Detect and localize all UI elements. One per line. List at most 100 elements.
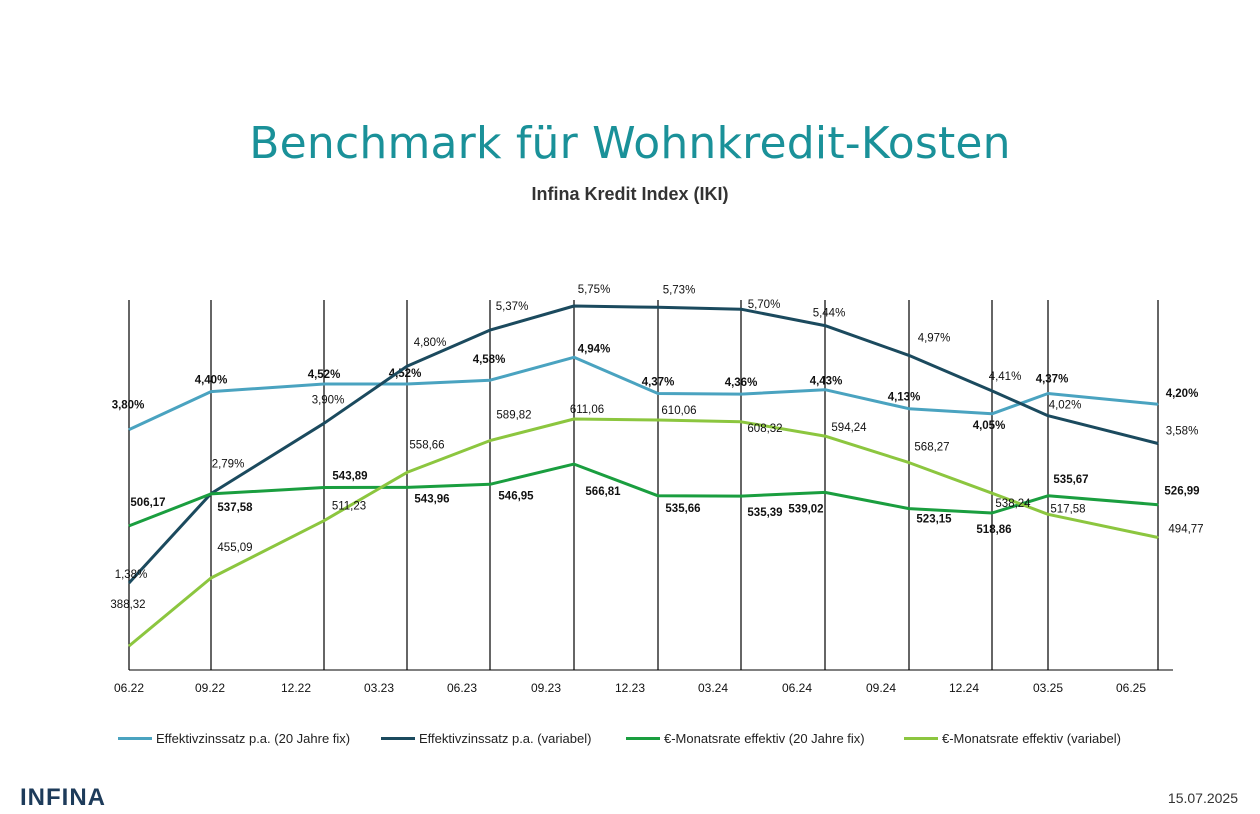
data-point-3-9 [908, 462, 910, 464]
data-label-1-0: 1,38% [115, 569, 148, 581]
data-point-2-3 [406, 486, 408, 488]
legend-label-var-payment: €-Monatsrate effektiv (variabel) [942, 731, 1121, 746]
data-point-2-2 [323, 487, 325, 488]
legend-item-var-payment: €-Monatsrate effektiv (variabel) [904, 731, 1121, 746]
data-label-3-11: 517,58 [1050, 503, 1085, 515]
data-point-2-4 [489, 483, 491, 485]
data-label-1-4: 5,37% [496, 301, 529, 313]
data-label-2-2: 543,89 [332, 471, 367, 483]
x-tick-label-9: 09.24 [866, 681, 896, 695]
report-date: 15.07.2025 [1167, 790, 1238, 806]
data-label-3-1: 455,09 [217, 542, 252, 554]
data-point-1-5 [573, 305, 575, 307]
data-point-0-1 [210, 391, 212, 393]
data-label-0-7: 4,36% [725, 377, 758, 389]
x-tick-label-6: 12.23 [615, 681, 645, 695]
data-label-3-9: 568,27 [914, 442, 949, 454]
data-label-0-10: 4,05% [973, 420, 1006, 432]
legend-item-var-rate: Effektivzinssatz p.a. (variabel) [381, 731, 591, 746]
series-line-2 [128, 462, 1159, 528]
x-tick-label-3: 03.23 [364, 681, 394, 695]
x-tick-label-11: 03.25 [1033, 681, 1063, 695]
data-point-2-1 [210, 493, 212, 495]
x-tick-label-7: 03.24 [698, 681, 728, 695]
data-label-0-3: 4,52% [389, 368, 422, 380]
data-label-2-10: 518,86 [976, 524, 1011, 536]
data-point-0-7 [740, 393, 742, 395]
data-label-1-11: 4,02% [1049, 400, 1082, 412]
data-point-0-5 [573, 356, 575, 358]
data-point-1-3 [406, 365, 408, 367]
data-label-3-5: 611,06 [570, 404, 604, 416]
data-label-2-9: 523,15 [916, 514, 952, 526]
data-label-0-5: 4,94% [578, 343, 611, 355]
data-point-0-2 [323, 383, 325, 385]
data-label-1-2: 3,90% [312, 394, 345, 406]
chart-subtitle: Infina Kredit Index (IKI) [531, 184, 729, 204]
x-tick-label-1: 09.22 [195, 681, 225, 695]
data-label-0-0: 3,80% [112, 400, 145, 412]
data-label-0-4: 4,58% [473, 354, 506, 366]
data-point-2-5 [573, 463, 575, 465]
x-tick-label-5: 09.23 [531, 681, 561, 695]
x-tick-label-10: 12.24 [949, 681, 979, 695]
data-point-3-5 [573, 418, 575, 420]
data-label-3-4: 589,82 [496, 410, 531, 422]
legend-swatch-fix-payment [626, 737, 660, 740]
data-label-2-4: 546,95 [498, 490, 534, 502]
legend-label-fix-payment: €-Monatsrate effektiv (20 Jahre fix) [664, 731, 865, 746]
data-label-2-7: 535,39 [747, 507, 782, 519]
data-point-0-9 [908, 408, 910, 410]
legend-swatch-var-payment [904, 737, 938, 740]
data-label-0-8: 4,43% [810, 376, 843, 388]
x-tick-label-0: 06.22 [114, 681, 144, 695]
data-label-3-3: 558,66 [409, 439, 444, 451]
data-point-2-0 [128, 525, 130, 527]
legend-label-var-rate: Effektivzinssatz p.a. (variabel) [419, 731, 592, 746]
data-point-3-8 [824, 435, 826, 437]
data-label-1-5: 5,75% [578, 284, 611, 296]
data-point-1-11 [1047, 415, 1049, 417]
data-point-3-2 [323, 520, 325, 522]
data-point-2-11 [1047, 495, 1049, 497]
data-label-2-1: 537,58 [217, 502, 253, 514]
data-label-1-6: 5,73% [663, 284, 696, 296]
data-point-2-9 [908, 508, 910, 510]
data-point-3-4 [489, 440, 491, 442]
data-label-2-12: 526,99 [1164, 486, 1199, 498]
data-point-2-10 [991, 512, 993, 514]
x-tick-label-2: 12.22 [281, 681, 311, 695]
data-label-2-6: 535,66 [665, 503, 700, 515]
data-point-1-9 [908, 354, 910, 356]
data-point-0-0 [128, 429, 130, 431]
data-label-3-0: 388,32 [110, 599, 145, 611]
data-label-1-12: 3,58% [1166, 426, 1199, 438]
data-point-0-4 [489, 379, 491, 381]
data-point-3-0 [128, 645, 130, 647]
x-tick-label-8: 06.24 [782, 681, 812, 695]
data-label-1-8: 5,44% [813, 308, 846, 320]
legend-swatch-var-rate [381, 737, 415, 740]
data-label-1-3: 4,80% [414, 337, 447, 349]
legend-item-fix-rate: Effektivzinssatz p.a. (20 Jahre fix) [118, 731, 350, 746]
data-label-1-1: 2,79% [212, 459, 245, 471]
data-point-0-10 [991, 413, 993, 415]
data-label-2-0: 506,17 [130, 497, 165, 509]
data-label-1-9: 4,97% [918, 332, 951, 344]
data-label-2-11: 535,67 [1053, 474, 1088, 486]
data-point-0-11 [1047, 393, 1049, 394]
data-label-3-2: 511,23 [332, 501, 366, 513]
data-label-2-5: 566,81 [585, 486, 621, 498]
data-point-1-4 [489, 329, 491, 331]
data-point-3-12 [1157, 537, 1159, 538]
data-point-2-7 [740, 495, 742, 497]
data-point-3-10 [991, 492, 993, 494]
data-label-1-10: 4,41% [989, 371, 1022, 383]
data-label-0-1: 4,40% [195, 375, 228, 387]
legend-swatch-fix-rate [118, 737, 152, 740]
data-point-3-7 [740, 421, 742, 423]
data-point-1-8 [824, 325, 826, 327]
data-label-3-10: 538,24 [995, 498, 1031, 510]
x-tick-label-4: 06.23 [447, 681, 477, 695]
